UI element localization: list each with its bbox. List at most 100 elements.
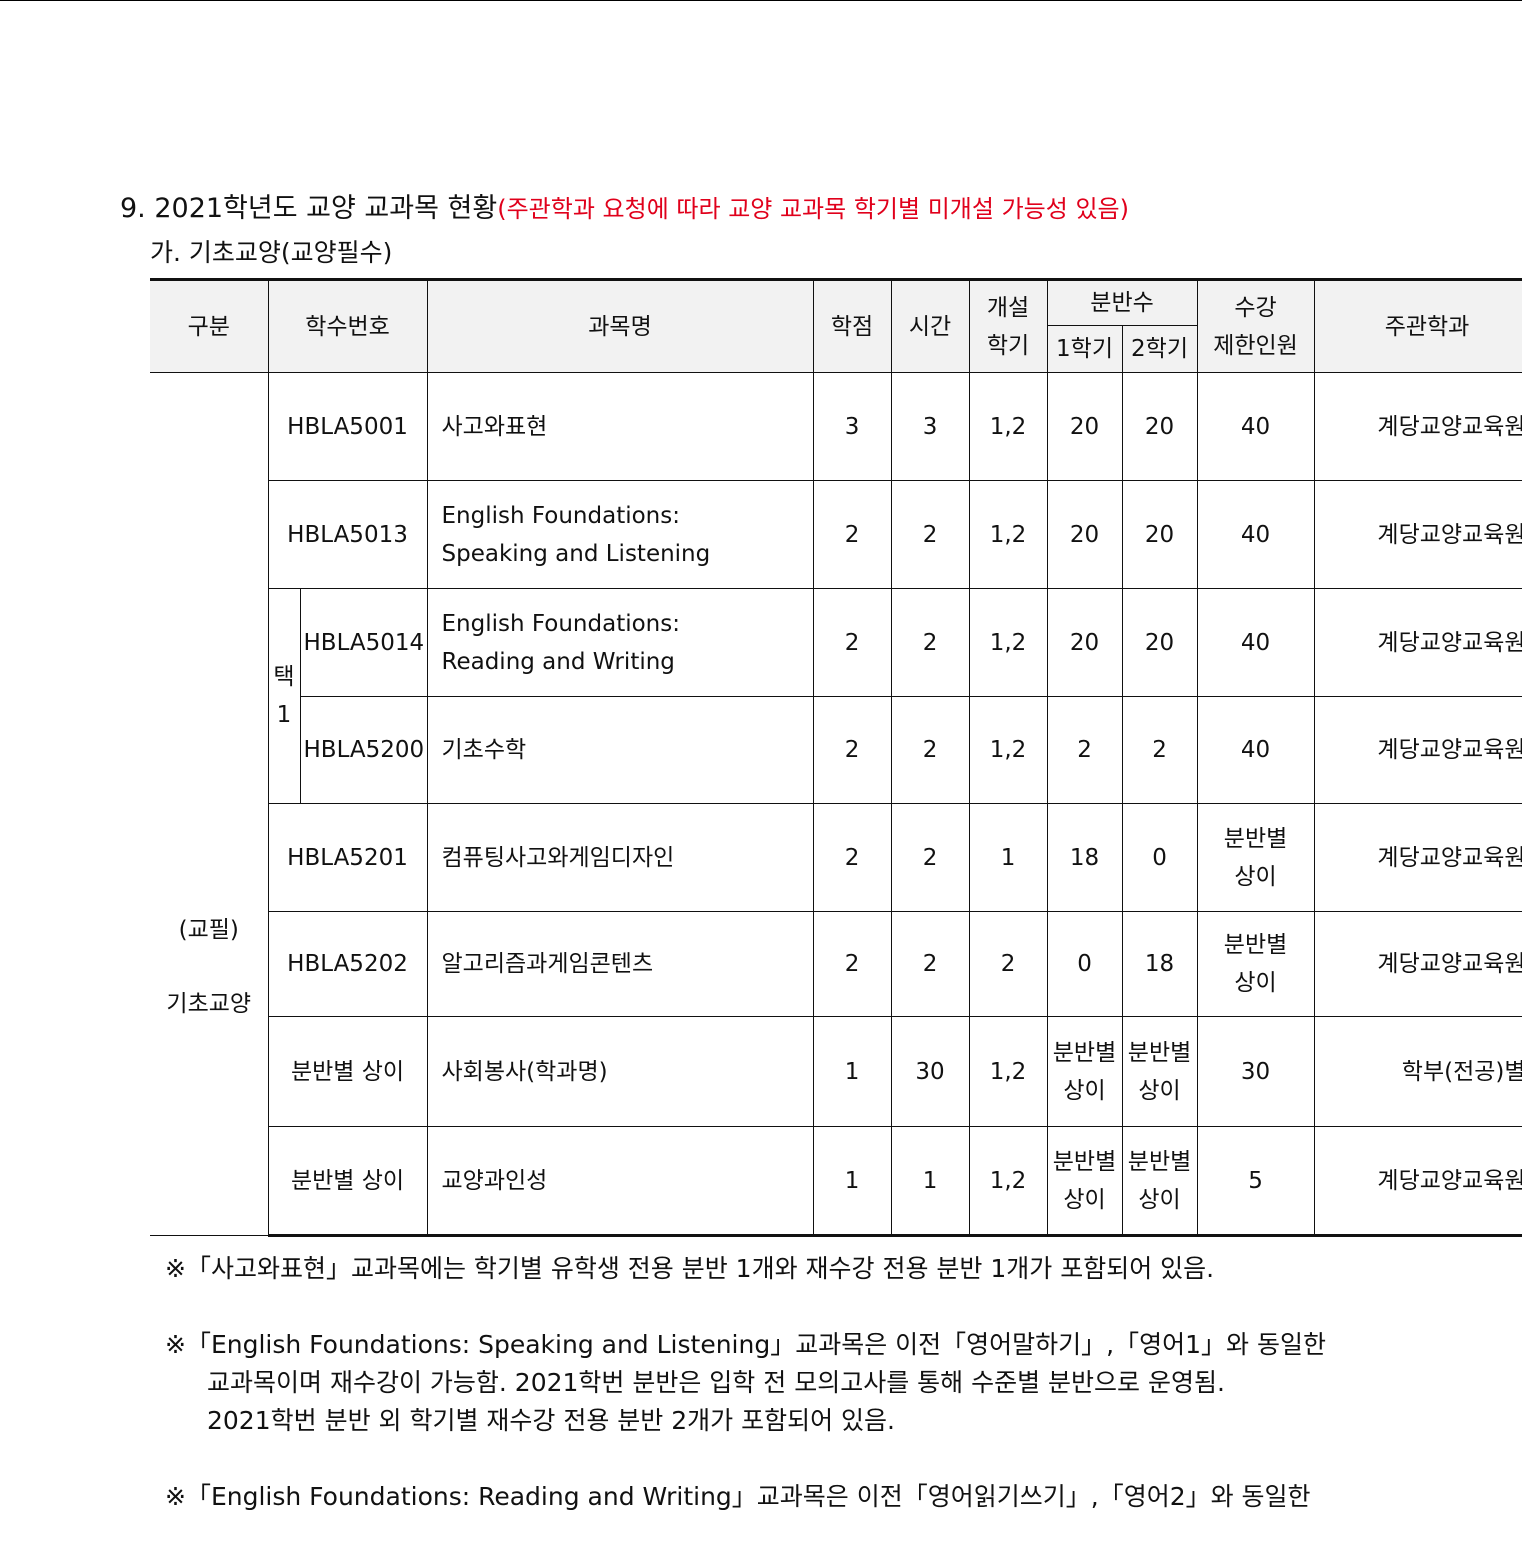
footnote-line: 2021학번 분반 외 학기별 재수강 전용 분반 2개가 포함되어 있음. bbox=[207, 1406, 895, 1435]
course-code: HBLA5200 bbox=[300, 696, 428, 804]
header-semester-bottom: 학기 bbox=[986, 332, 1030, 359]
enroll-limit: 분반별 상이 bbox=[1196, 911, 1315, 1017]
table-row: HBLA5202 알고리즘과게임콘텐츠 2 2 2 0 18 분반별 상이 계당… bbox=[150, 911, 1522, 1017]
course-semester: 1,2 bbox=[968, 480, 1048, 589]
host-dept: 계당교양교육원 bbox=[1313, 696, 1522, 804]
course-name-line2: Speaking and Listening bbox=[441, 540, 711, 567]
host-dept: 계당교양교육원 bbox=[1313, 803, 1522, 912]
course-name: English Foundations: Reading and Writing bbox=[426, 588, 814, 697]
course-hours: 1 bbox=[890, 1126, 970, 1237]
host-dept: 계당교양교육원 bbox=[1313, 911, 1522, 1017]
sections-sem2-line1: 분반별 bbox=[1127, 1148, 1192, 1175]
sections-sem2: 20 bbox=[1121, 372, 1198, 481]
enroll-limit: 40 bbox=[1196, 480, 1315, 589]
header-sem1: 1학기 bbox=[1047, 325, 1123, 373]
category-bottom: 기초교양 bbox=[166, 990, 252, 1017]
course-name: 사회봉사(학과명) bbox=[426, 1016, 814, 1127]
footnote-line: ※「English Foundations: Reading and Writi… bbox=[165, 1482, 1311, 1511]
sections-sem1-line2: 상이 bbox=[1063, 1077, 1106, 1104]
course-hours: 3 bbox=[890, 372, 970, 481]
choose-one-cell: 택 1 bbox=[268, 588, 301, 804]
course-credit: 1 bbox=[812, 1126, 892, 1237]
sections-sem1: 18 bbox=[1046, 803, 1123, 912]
footnote: ※「English Foundations: Reading and Writi… bbox=[165, 1478, 1522, 1516]
enroll-limit: 분반별 상이 bbox=[1196, 803, 1315, 912]
heading-title: 9. 2021학년도 교양 교과목 현황 bbox=[120, 193, 498, 224]
course-hours: 2 bbox=[890, 803, 970, 912]
sections-sem1: 2 bbox=[1046, 696, 1123, 804]
header-name: 과목명 bbox=[426, 278, 814, 373]
course-name: 교양과인성 bbox=[426, 1126, 814, 1237]
footnote-line: ※「사고와표현」교과목에는 학기별 유학생 전용 분반 1개와 재수강 전용 분… bbox=[165, 1254, 1215, 1283]
course-code: 분반별 상이 bbox=[268, 1016, 428, 1127]
table-row: HBLA5201 컴퓨팅사고와게임디자인 2 2 1 18 0 분반별 상이 계… bbox=[150, 803, 1522, 912]
course-name-line1: 사회봉사(학과명) bbox=[441, 1058, 608, 1085]
course-hours: 2 bbox=[890, 480, 970, 589]
course-semester: 1 bbox=[968, 803, 1048, 912]
course-hours: 2 bbox=[890, 696, 970, 804]
header-limit-bottom: 제한인원 bbox=[1213, 332, 1298, 359]
sections-sem2-line2: 상이 bbox=[1138, 1077, 1181, 1104]
table-row: HBLA5200 기초수학 2 2 1,2 2 2 40 계당교양교육원 bbox=[150, 696, 1522, 804]
course-name-line1: English Foundations: bbox=[441, 610, 680, 637]
course-code: 분반별 상이 bbox=[268, 1126, 428, 1237]
sections-sem2-line1: 분반별 bbox=[1127, 1039, 1192, 1066]
course-code: HBLA5014 bbox=[299, 588, 428, 697]
course-hours: 2 bbox=[890, 588, 970, 697]
host-dept: 학부(전공)별 bbox=[1313, 1016, 1522, 1127]
sections-sem2: 0 bbox=[1121, 803, 1198, 912]
sections-sem1: 20 bbox=[1046, 588, 1123, 697]
course-name-line1: English Foundations: bbox=[441, 502, 680, 529]
course-code: HBLA5202 bbox=[268, 911, 428, 1017]
course-credit: 2 bbox=[812, 480, 892, 589]
enroll-limit: 40 bbox=[1196, 696, 1315, 804]
enroll-limit: 40 bbox=[1196, 372, 1315, 481]
course-credit: 2 bbox=[812, 696, 892, 804]
choose-top: 택 bbox=[273, 664, 295, 690]
header-semester-top: 개설 bbox=[986, 294, 1030, 321]
course-name: 기초수학 bbox=[426, 696, 814, 804]
course-credit: 2 bbox=[812, 588, 892, 697]
sections-sem1-line1: 분반별 bbox=[1052, 1039, 1117, 1066]
sections-sem2: 20 bbox=[1121, 480, 1198, 589]
course-semester: 1,2 bbox=[968, 1126, 1048, 1237]
footnote: ※「사고와표현」교과목에는 학기별 유학생 전용 분반 1개와 재수강 전용 분… bbox=[165, 1250, 1522, 1288]
course-name: 알고리즘과게임콘텐츠 bbox=[426, 911, 814, 1017]
footnote: ※「English Foundations: Speaking and List… bbox=[165, 1326, 1522, 1440]
sections-sem1-line1: 분반별 bbox=[1052, 1148, 1117, 1175]
course-credit: 3 bbox=[812, 372, 892, 481]
course-code: HBLA5201 bbox=[268, 803, 428, 912]
course-semester: 1,2 bbox=[968, 588, 1048, 697]
enroll-limit-line2: 상이 bbox=[1234, 863, 1277, 890]
enroll-limit: 40 bbox=[1196, 588, 1315, 697]
course-credit: 2 bbox=[812, 911, 892, 1017]
enroll-limit: 30 bbox=[1196, 1016, 1315, 1127]
top-rule bbox=[0, 0, 1522, 1]
header-sem2: 2학기 bbox=[1121, 325, 1198, 373]
sections-sem2: 20 bbox=[1121, 588, 1198, 697]
course-credit: 2 bbox=[812, 803, 892, 912]
header-limit-top: 수강 bbox=[1234, 294, 1277, 321]
course-table: 구분 학수번호 과목명 학점 시간 개설 학기 분반수 수강 제한인원 주관학과… bbox=[150, 278, 1522, 1237]
category-cell: (교필) 기초교양 bbox=[150, 372, 269, 1236]
course-name: English Foundations: Speaking and Listen… bbox=[426, 480, 814, 589]
course-name: 컴퓨팅사고와게임디자인 bbox=[426, 803, 814, 912]
course-credit: 1 bbox=[812, 1016, 892, 1127]
sections-sem1: 20 bbox=[1046, 480, 1123, 589]
table-row: 택 1 HBLA5014 English Foundations: Readin… bbox=[150, 588, 1522, 804]
course-name-line2: Reading and Writing bbox=[441, 648, 675, 675]
footnote-line: 교과목이며 재수강이 가능함. 2021학번 분반은 입학 전 모의고사를 통해… bbox=[207, 1368, 1225, 1397]
choose-bottom: 1 bbox=[276, 702, 292, 728]
sections-sem2-line2: 상이 bbox=[1138, 1186, 1181, 1213]
sections-sem2: 분반별 상이 bbox=[1121, 1126, 1198, 1237]
course-code: HBLA5013 bbox=[268, 480, 428, 589]
sections-sem1: 분반별 상이 bbox=[1046, 1126, 1123, 1237]
sections-sem2: 분반별 상이 bbox=[1121, 1016, 1198, 1127]
course-semester: 1,2 bbox=[968, 372, 1048, 481]
enroll-limit: 5 bbox=[1196, 1126, 1315, 1237]
sections-sem2: 2 bbox=[1121, 696, 1198, 804]
header-semester: 개설 학기 bbox=[968, 278, 1048, 373]
table-row: 분반별 상이 교양과인성 1 1 1,2 분반별 상이 분반별 상이 5 계당교… bbox=[150, 1126, 1522, 1237]
header-code: 학수번호 bbox=[267, 278, 428, 373]
subsection-heading: 가. 기초교양(교양필수) bbox=[150, 238, 393, 267]
